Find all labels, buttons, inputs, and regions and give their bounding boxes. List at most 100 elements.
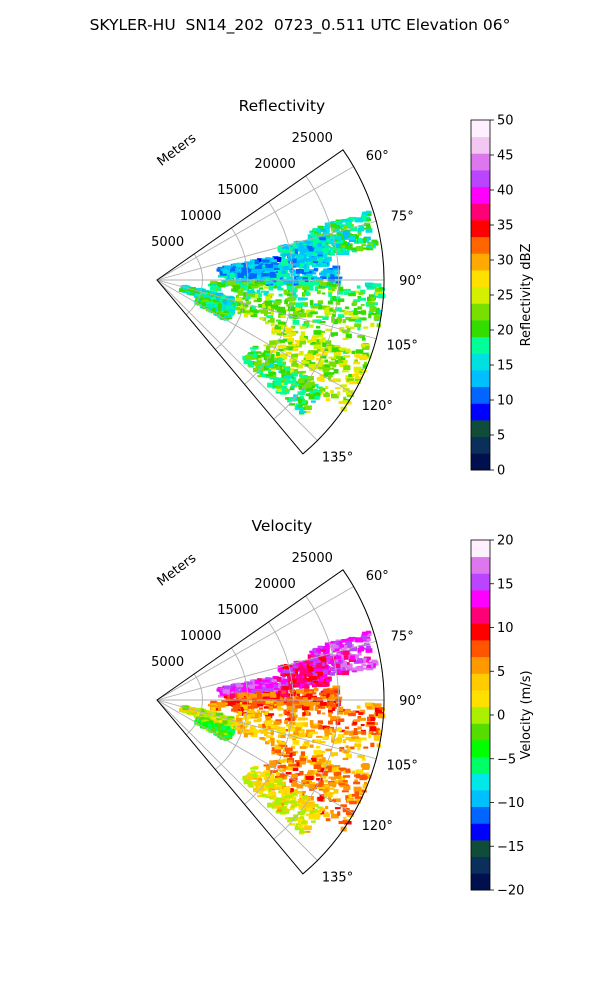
echo-cell <box>202 301 207 307</box>
echo-cell <box>324 349 329 354</box>
echo-cell <box>336 297 340 303</box>
echo-cell <box>332 265 341 270</box>
echo-cell <box>341 228 345 232</box>
echo-cell <box>326 372 335 375</box>
echo-cell <box>335 249 342 254</box>
echo-cell <box>364 643 371 647</box>
echo-cell <box>344 645 348 650</box>
echo-cell <box>293 731 300 736</box>
echo-cell <box>225 275 230 280</box>
colorbar-segment <box>471 740 490 758</box>
echo-cell <box>286 699 294 705</box>
echo-cell <box>278 348 284 351</box>
echo-cell <box>275 385 282 388</box>
echo-cell <box>250 767 259 770</box>
echo-cell <box>268 367 276 371</box>
echo-cell <box>265 356 271 359</box>
echo-cell <box>287 397 296 402</box>
echo-cell <box>301 309 305 314</box>
echo-cell <box>286 375 291 381</box>
echo-cell <box>273 340 282 345</box>
echo-cell <box>270 741 275 747</box>
echo-cell <box>291 792 297 796</box>
velocity-echo-field <box>178 630 386 835</box>
echo-cell <box>245 718 249 721</box>
echo-cell <box>341 360 348 364</box>
echo-cell <box>298 405 303 408</box>
echo-cell <box>235 297 243 302</box>
echo-cell <box>354 217 363 223</box>
azimuth-tick-label: 90° <box>399 694 422 709</box>
echo-cell <box>301 270 309 275</box>
echo-cell <box>298 728 303 733</box>
echo-cell <box>347 653 352 658</box>
echo-cell <box>355 353 361 357</box>
echo-cell <box>306 684 310 689</box>
echo-cell <box>256 298 261 302</box>
colorbar-tick-label: 5 <box>497 429 505 444</box>
echo-cell <box>323 372 329 377</box>
echo-cell <box>343 310 349 315</box>
echo-cell <box>361 730 367 735</box>
echo-cell <box>258 358 263 361</box>
echo-cell <box>357 335 363 338</box>
echo-cell <box>281 348 286 352</box>
echo-cell <box>291 800 295 804</box>
echo-cell <box>298 340 306 345</box>
echo-cell <box>263 267 269 271</box>
echo-cell <box>178 288 186 292</box>
echo-cell <box>275 797 282 802</box>
echo-cell <box>340 804 347 808</box>
echo-cell <box>316 390 322 393</box>
echo-cell <box>299 387 304 390</box>
colorbar-segment <box>471 236 490 254</box>
echo-cell <box>324 729 330 734</box>
echo-cell <box>301 690 309 695</box>
echo-cell <box>240 707 244 711</box>
echo-cell <box>316 701 322 705</box>
echo-cell <box>376 743 381 748</box>
echo-cell <box>324 784 331 789</box>
echo-cell <box>351 350 356 355</box>
echo-cell <box>253 368 259 373</box>
echo-cell <box>309 806 313 811</box>
echo-cell <box>320 696 327 699</box>
echo-cell <box>312 227 317 232</box>
echo-cell <box>317 231 322 234</box>
colorbar-segment <box>471 203 490 221</box>
echo-cell <box>288 345 295 351</box>
echo-cell <box>307 771 314 776</box>
echo-cell <box>202 721 207 727</box>
echo-cell <box>321 292 326 295</box>
echo-cell <box>298 668 305 672</box>
echo-cell <box>328 708 333 714</box>
echo-cell <box>342 247 347 252</box>
echo-cell <box>301 370 306 374</box>
echo-cell <box>283 289 288 295</box>
echo-cell <box>255 771 262 774</box>
echo-cell <box>197 290 201 294</box>
echo-cell <box>266 724 273 729</box>
echo-cell <box>195 719 203 725</box>
echo-cell <box>263 710 269 716</box>
echo-cell <box>324 359 328 363</box>
echo-cell <box>305 711 310 716</box>
echo-cell <box>260 366 264 372</box>
echo-cell <box>282 805 287 810</box>
echo-cell <box>309 744 314 748</box>
echo-cell <box>263 290 269 296</box>
azimuth-spoke <box>156 699 318 861</box>
echo-cell <box>243 360 251 365</box>
echo-cell <box>334 775 341 780</box>
echo-cell <box>277 345 281 349</box>
echo-cell <box>328 374 333 378</box>
echo-cell <box>265 374 273 377</box>
echo-cell <box>316 758 324 763</box>
echo-cell <box>282 673 287 677</box>
echo-cell <box>310 341 318 345</box>
echo-cell <box>366 774 372 779</box>
echo-cell <box>362 345 370 350</box>
echo-cell <box>215 712 224 717</box>
echo-cell <box>265 716 272 721</box>
echo-cell <box>245 298 249 301</box>
